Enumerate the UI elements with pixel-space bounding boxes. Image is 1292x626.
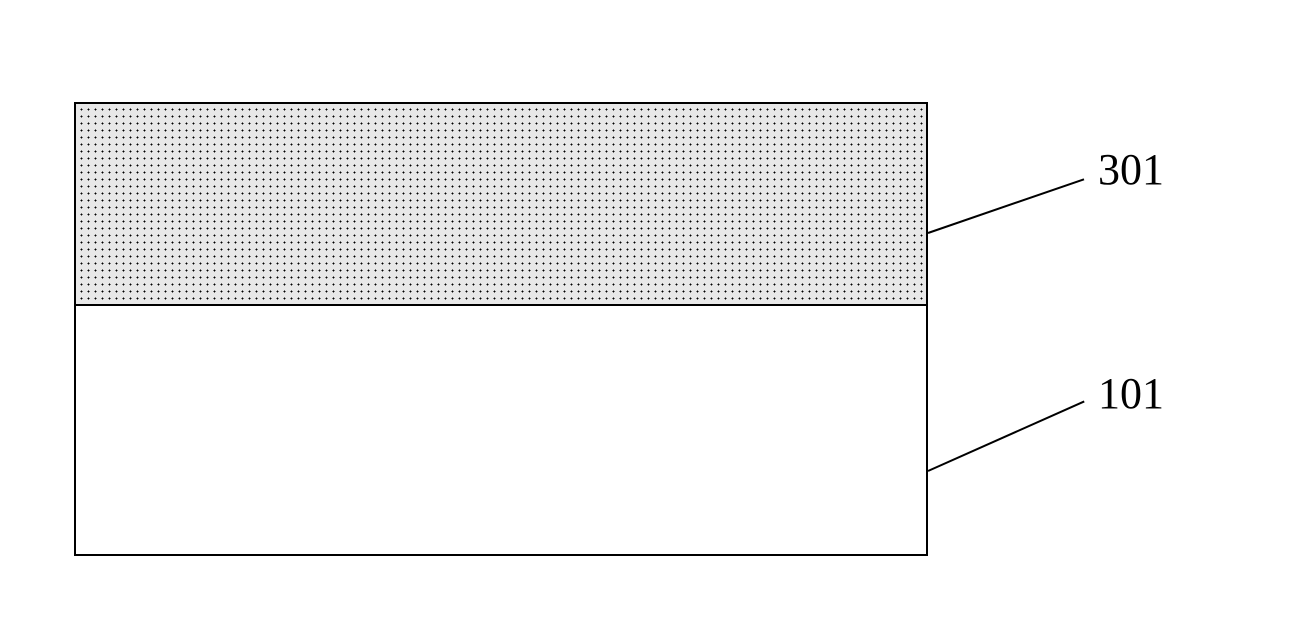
diagram-canvas: 301 101 — [0, 0, 1292, 626]
layer-301 — [74, 102, 928, 306]
label-101: 101 — [1098, 372, 1164, 416]
label-301: 301 — [1098, 148, 1164, 192]
leader-line-101 — [928, 401, 1085, 472]
layer-101 — [74, 306, 928, 556]
leader-line-301 — [928, 178, 1085, 234]
